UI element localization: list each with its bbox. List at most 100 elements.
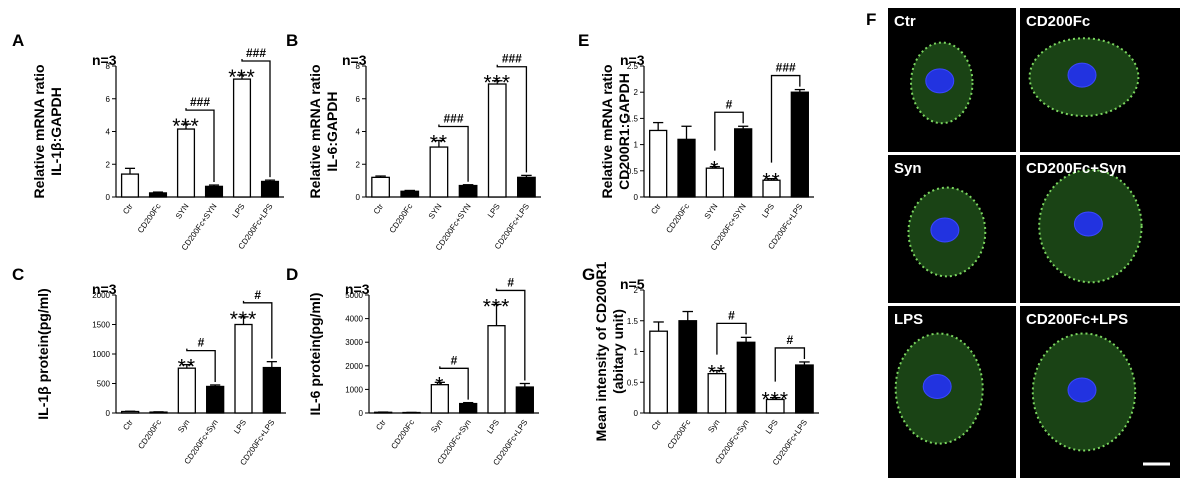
bar [679,321,697,413]
category-label: Syn [176,418,191,434]
significance-stars: ** [178,356,196,379]
category-label: Ctr [374,418,388,432]
category-label: CD200Fc [388,202,415,235]
bar [796,365,814,413]
image-label: LPS [894,311,923,328]
bar [207,386,224,413]
chart-panel-d: Dn=3IL-6 protein(pg/ml) 01000200030004000… [286,265,539,467]
significance-stars: ** [708,362,726,385]
category-label: Syn [706,418,721,434]
bar [650,130,667,197]
y-tick-label: 2 [106,160,111,169]
bracket-label: # [728,308,735,322]
y-tick-label: 2 [634,88,639,97]
bar [262,181,279,197]
bar [178,129,195,197]
y-tick-label: 4 [356,128,361,137]
y-tick-label: 0 [634,193,639,202]
bar [518,177,536,197]
category-label: LPS [231,202,247,220]
y-axis-label: IL-6 protein(pg/ml) [307,293,323,416]
category-label: SYN [703,202,720,221]
y-axis-label: Relative mRNA ratio [31,64,47,198]
y-tick-label: 8 [106,62,111,71]
y-tick-label: 6 [356,95,361,104]
bracket-label: # [198,336,205,350]
category-label: SYN [174,202,191,221]
y-tick-label: 0 [359,409,364,418]
bar [516,387,533,413]
y-tick-label: 0 [106,193,111,202]
bracket-label: # [786,333,793,347]
bar [737,342,755,413]
y-tick-label: 6 [106,95,111,104]
bar [791,92,808,197]
significance-stars: *** [483,295,511,318]
category-label: Ctr [649,202,663,216]
y-axis-label: Relative mRNA ratio [599,64,615,198]
y-tick-label: 1 [634,348,639,357]
y-tick-label: 1000 [345,385,363,394]
panel-letter: C [12,265,24,284]
panel-letter-f: F [866,10,876,29]
y-tick-label: 8 [356,62,361,71]
chart-panel-a: An=3Relative mRNA ratio IL-1β:GAPDH02468*… [12,31,284,252]
bracket-label: ### [190,95,210,109]
category-label: LPS [760,202,776,220]
significance-stars: * [435,373,444,396]
bar [459,186,477,197]
category-label: CD200Fc [664,202,691,235]
significance-stars: *** [483,72,511,95]
bracket-label: ### [443,112,463,126]
category-label: LPS [486,202,502,220]
chart-panel-c: Cn=3IL-1β protein(pg/ml) 0500100015002000… [12,265,286,467]
bar [735,129,752,197]
significance-stars: *** [228,66,256,89]
y-axis-label: Mean intensity of CD200R1 [593,261,609,441]
panel-letter: A [12,31,24,50]
category-label: Ctr [121,202,135,216]
bar [234,79,251,197]
y-tick-label: 2000 [92,291,110,300]
panel-letter: E [578,31,589,50]
category-label: CD200Fc [136,418,163,451]
y-tick-label: 1000 [92,350,110,359]
bar [678,139,695,197]
category-label: Ctr [121,418,135,432]
microscopy-grid: Ctr CD200Fc Syn CD200Fc+Syn LPS CD200Fc+LPS [888,8,1180,478]
nucleus-stain [923,375,951,399]
microscopy-image: CD200Fc+LPS [1020,306,1180,478]
category-label: LPS [764,418,780,436]
y-tick-label: 2000 [345,362,363,371]
y-tick-label: 1.5 [627,114,639,123]
significance-stars: *** [761,389,789,412]
category-label: Ctr [372,202,386,216]
image-label: Syn [894,160,922,177]
bar [150,193,167,197]
bracket-label: ### [246,46,266,60]
nucleus-stain [1074,212,1102,236]
category-label: Ctr [650,418,664,432]
y-tick-label: 2 [634,286,639,295]
bar [263,368,280,413]
significance-stars: ** [430,132,448,155]
category-label: Syn [429,418,444,434]
y-tick-label: 1 [634,141,639,150]
bar [122,174,139,197]
chart-panel-b: Bn=3 Relative mRNA ratio IL-6:GAPDH 0 2 4 6 8 **… [286,31,541,252]
bracket-label: # [507,275,514,289]
bar [206,186,223,197]
y-tick-label: 2 [356,160,361,169]
y-tick-label: 5000 [345,291,363,300]
y-tick-label: 4 [106,128,111,137]
y-tick-label: 1.5 [627,317,639,326]
y-tick-label: 0.5 [627,167,639,176]
bar [488,326,505,413]
y-axis-label: (abitary unit) [610,309,626,394]
category-label: LPS [485,418,501,436]
microscopy-image: LPS [888,306,1016,478]
category-label: SYN [427,202,444,221]
category-label: CD200Fc [136,202,163,235]
y-axis-label: IL-1β:GAPDH [48,87,64,176]
